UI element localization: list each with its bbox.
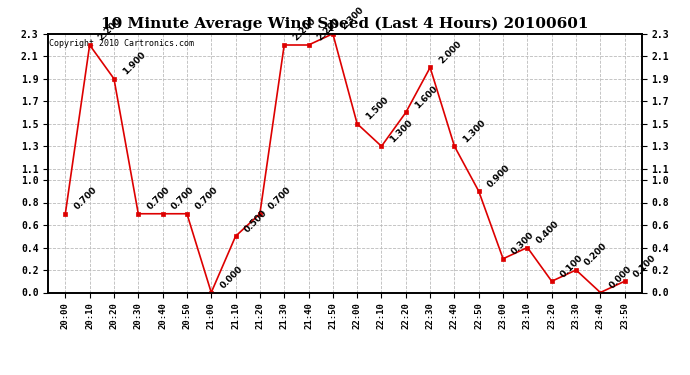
Text: 0.000: 0.000 [218, 264, 244, 290]
Text: 2.200: 2.200 [291, 16, 317, 43]
Text: 0.500: 0.500 [242, 208, 268, 234]
Text: 2.000: 2.000 [437, 39, 463, 65]
Text: 0.100: 0.100 [631, 253, 658, 279]
Text: 1.600: 1.600 [413, 84, 439, 110]
Text: 0.700: 0.700 [170, 185, 196, 211]
Text: 0.700: 0.700 [267, 185, 293, 211]
Text: 2.200: 2.200 [315, 16, 342, 43]
Text: Copyright 2010 Cartronics.com: Copyright 2010 Cartronics.com [49, 39, 194, 48]
Text: 2.300: 2.300 [339, 5, 366, 32]
Text: 0.300: 0.300 [510, 230, 536, 256]
Text: 0.400: 0.400 [534, 219, 560, 245]
Text: 1.900: 1.900 [121, 50, 147, 76]
Text: 2.200: 2.200 [97, 16, 123, 43]
Text: 1.500: 1.500 [364, 95, 391, 122]
Title: 10 Minute Average Wind Speed (Last 4 Hours) 20100601: 10 Minute Average Wind Speed (Last 4 Hou… [101, 17, 589, 31]
Text: 0.000: 0.000 [607, 264, 633, 290]
Text: 0.700: 0.700 [72, 185, 99, 211]
Text: 1.300: 1.300 [462, 118, 488, 144]
Text: 0.700: 0.700 [194, 185, 220, 211]
Text: 0.900: 0.900 [486, 163, 512, 189]
Text: 1.300: 1.300 [388, 118, 415, 144]
Text: 0.100: 0.100 [559, 253, 585, 279]
Text: 0.200: 0.200 [583, 242, 609, 268]
Text: 0.700: 0.700 [145, 185, 172, 211]
